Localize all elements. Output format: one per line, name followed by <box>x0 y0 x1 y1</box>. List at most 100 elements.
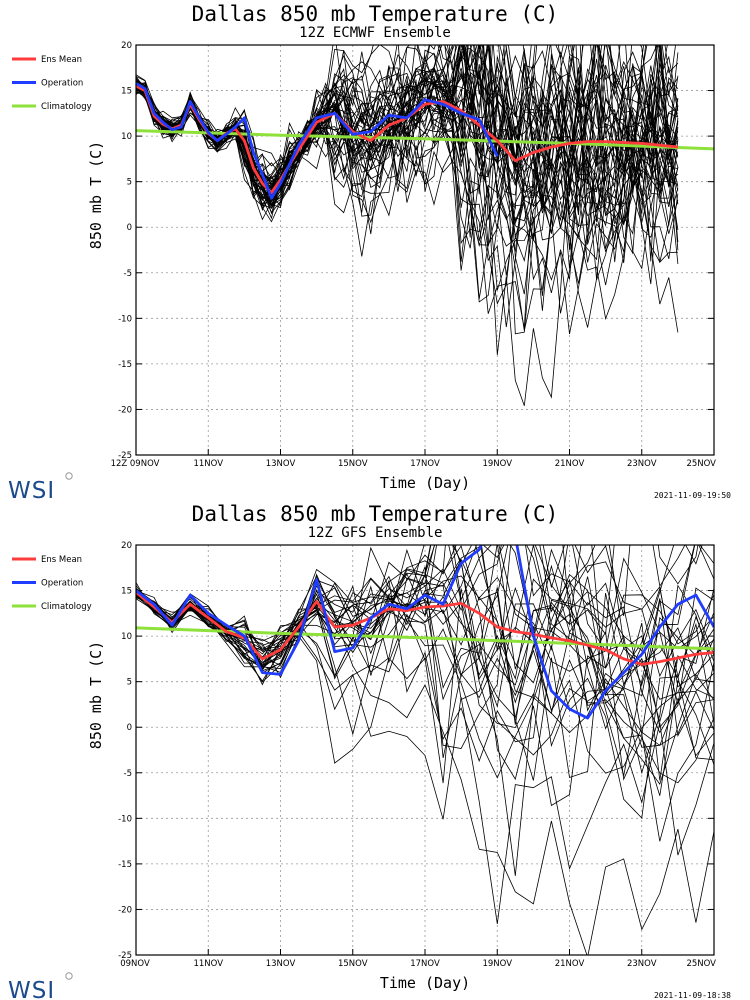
y-tick-label: -5 <box>124 769 132 779</box>
ensemble-member-line <box>136 548 714 819</box>
ensemble-member-line <box>136 64 679 210</box>
ensemble-member-line <box>136 45 679 208</box>
y-tick-label: 5 <box>127 678 132 688</box>
operation-line <box>136 545 714 720</box>
ensemble-member-line <box>136 45 679 328</box>
ensemble-member-line <box>136 558 714 784</box>
chart-subtitle: 12Z ECMWF Ensemble <box>299 25 451 41</box>
ensemble-member-line <box>136 48 679 238</box>
y-tick-label: 15 <box>121 87 132 97</box>
ensemble-member-line <box>136 45 679 335</box>
x-tick-label: 11NOV <box>193 459 223 469</box>
legend: Ens Mean Operation Climatology <box>12 55 92 112</box>
chart-panel-2: Dallas 850 mb Temperature (C)12Z GFS Ens… <box>8 502 731 1000</box>
y-axis-label: 850 mb T (C) <box>87 141 105 249</box>
x-tick-label: 25NOV <box>686 959 716 969</box>
y-tick-label: 10 <box>121 132 132 142</box>
legend-label: Operation <box>41 579 83 589</box>
legend: Ens Mean Operation Climatology <box>12 555 92 612</box>
x-tick-label: 21NOV <box>555 459 585 469</box>
x-tick-label: 13NOV <box>266 959 296 969</box>
y-tick-label: -20 <box>118 905 132 915</box>
climatology-line <box>136 626 714 651</box>
wsi-logo-text: WSI <box>8 478 55 504</box>
x-axis-label: Time (Day) <box>380 474 470 492</box>
y-tick-label: 5 <box>127 178 132 188</box>
y-tick-label: -5 <box>124 269 132 279</box>
gridlines <box>136 45 714 455</box>
x-tick-label: 17NOV <box>410 959 440 969</box>
wsi-logo-mark <box>65 472 73 480</box>
legend-label: Climatology <box>41 102 92 112</box>
x-tick-label: 17NOV <box>410 459 440 469</box>
chart-subtitle: 12Z GFS Ensemble <box>308 525 443 541</box>
x-tick-label: 11NOV <box>193 959 223 969</box>
ensemble-member-line <box>136 545 714 712</box>
y-tick-label: 20 <box>121 41 132 51</box>
wsi-logo: WSI <box>8 972 73 1000</box>
x-tick-label: 25NOV <box>686 459 716 469</box>
y-tick-label: -15 <box>118 860 132 870</box>
plot-frame <box>135 44 715 456</box>
climatology-line <box>136 129 714 151</box>
plot-data <box>136 545 714 955</box>
y-tick-label: -25 <box>118 451 132 461</box>
ensemble-member-line <box>136 45 679 252</box>
ensemble-members <box>136 45 679 406</box>
x-tick-label: 19NOV <box>482 959 512 969</box>
y-tick-label: -20 <box>118 405 132 415</box>
x-tick-label: 23NOV <box>627 459 657 469</box>
y-tick-label: 15 <box>121 587 132 597</box>
axis-ticks: -25 -20 -15 -10 -5 0 5 10 15 20 09NOV 11NOV 13NOV 15N… <box>118 541 716 969</box>
y-tick-label: 20 <box>121 541 132 551</box>
ensemble-member-line <box>136 584 714 774</box>
ensemble-member-line <box>136 573 714 876</box>
ensemble-member-line <box>136 592 714 756</box>
ensemble-member-line <box>136 545 714 761</box>
ensemble-member-line <box>136 590 714 924</box>
wsi-logo-mark <box>65 972 73 980</box>
chart-title: Dallas 850 mb Temperature (C) <box>192 502 559 526</box>
ensemble-member-line <box>136 45 679 253</box>
ensemble-member-line <box>136 545 714 776</box>
y-tick-label: 10 <box>121 632 132 642</box>
ensemble-member-line <box>136 545 714 719</box>
ensemble-member-line <box>136 45 679 269</box>
y-tick-label: -15 <box>118 360 132 370</box>
plot-data <box>136 45 714 406</box>
x-tick-label: 13NOV <box>266 459 296 469</box>
x-tick-label: 12Z 09NOV <box>111 459 160 469</box>
x-tick-label: 09NOV <box>120 959 150 969</box>
y-tick-label: -10 <box>118 814 132 824</box>
timestamp: 2021-11-09-19:50 <box>654 491 731 500</box>
y-tick-label: 0 <box>127 723 132 733</box>
plot-frame <box>135 544 715 956</box>
ensemble-members <box>136 545 714 955</box>
ensemble-member-line <box>136 545 699 758</box>
chart-title: Dallas 850 mb Temperature (C) <box>192 2 559 26</box>
legend-label: Ens Mean <box>41 555 82 565</box>
operation-line <box>136 82 499 200</box>
timestamp: 2021-11-09-18:38 <box>654 991 731 1000</box>
legend-label: Climatology <box>41 602 92 612</box>
legend-label: Ens Mean <box>41 55 82 65</box>
y-axis-label: 850 mb T (C) <box>87 641 105 749</box>
x-tick-label: 21NOV <box>555 959 585 969</box>
axis-ticks: -25 -20 -15 -10 -5 0 5 10 15 20 12Z 09NOV 11NOV 13NO… <box>111 41 717 469</box>
x-tick-label: 19NOV <box>482 459 512 469</box>
x-tick-label: 23NOV <box>627 959 657 969</box>
ens-mean-line <box>136 591 714 666</box>
legend-label: Operation <box>41 79 83 89</box>
ensemble-member-line <box>136 45 679 227</box>
x-axis-label: Time (Day) <box>380 974 470 992</box>
y-tick-label: -10 <box>118 314 132 324</box>
wsi-logo-text: WSI <box>8 978 55 1000</box>
x-tick-label: 15NOV <box>338 959 368 969</box>
wsi-logo: WSI <box>8 472 73 504</box>
x-tick-label: 15NOV <box>338 459 368 469</box>
y-tick-label: 0 <box>127 223 132 233</box>
chart-panel-1: Dallas 850 mb Temperature (C)12Z ECMWF E… <box>8 2 731 504</box>
y-tick-label: -25 <box>118 951 132 961</box>
ensemble-member-line <box>136 45 679 222</box>
